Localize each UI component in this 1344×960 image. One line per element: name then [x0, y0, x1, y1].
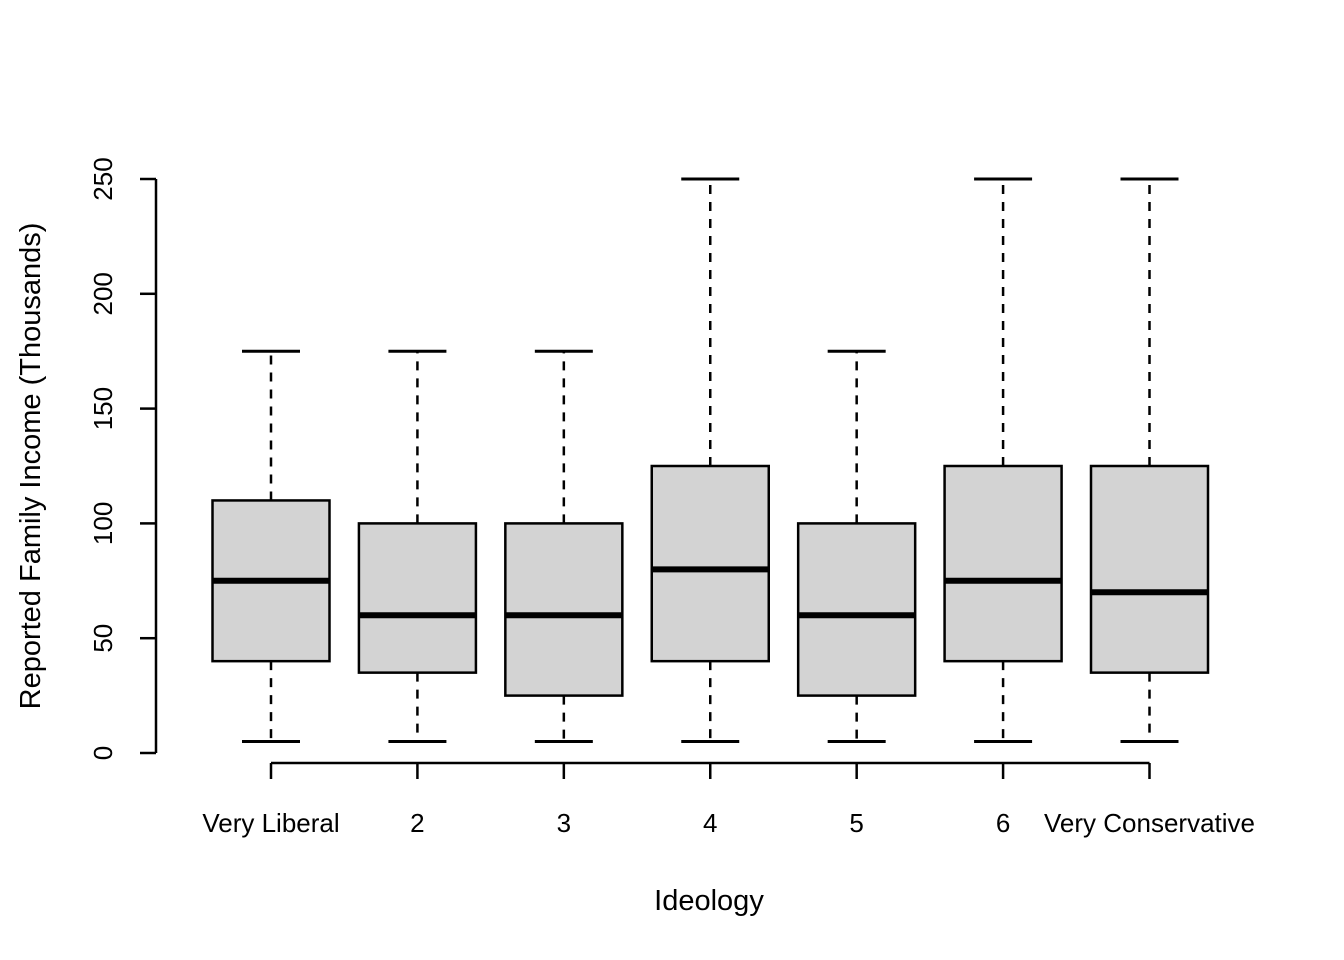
y-tick-label: 100	[88, 502, 118, 545]
iqr-box	[1089, 464, 1210, 674]
iqr-box	[796, 522, 917, 697]
x-tick-label: 5	[849, 808, 863, 838]
x-axis-label: Ideology	[654, 885, 764, 917]
y-tick-label: 0	[88, 746, 118, 760]
y-axis-label: Reported Family Income (Thousands)	[15, 223, 47, 710]
iqr-box	[357, 522, 478, 674]
y-tick-label: 50	[88, 624, 118, 653]
y-tick-label: 150	[88, 387, 118, 430]
iqr-box	[650, 464, 771, 663]
iqr-box	[504, 522, 624, 697]
x-tick-label: 2	[410, 808, 424, 838]
iqr-box	[943, 464, 1063, 663]
y-tick-label: 200	[88, 272, 118, 315]
y-tick-label: 250	[88, 157, 118, 200]
x-tick-label: 6	[996, 808, 1010, 838]
x-tick-label: 3	[557, 808, 571, 838]
x-tick-label: Very Liberal	[202, 808, 339, 838]
x-tick-label: 4	[703, 808, 717, 838]
x-tick-label: Very Conservative	[1044, 808, 1255, 838]
